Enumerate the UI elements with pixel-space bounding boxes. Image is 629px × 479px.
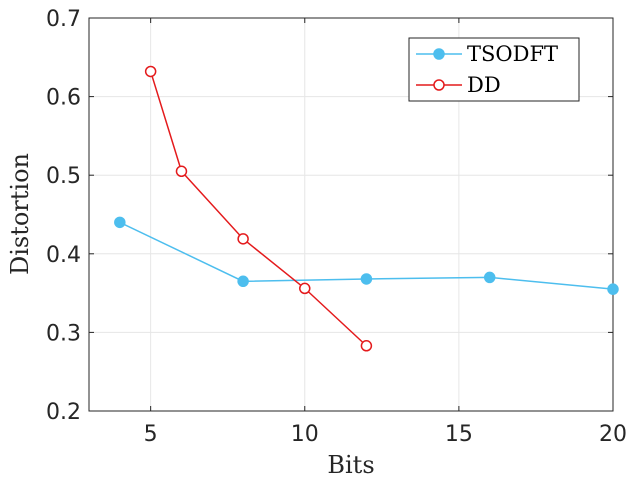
data-point-dd	[175, 165, 188, 178]
axes-box	[88, 17, 614, 412]
x-tick-label: 10	[291, 422, 319, 447]
series-layer	[114, 65, 619, 352]
data-point-tsodft	[483, 271, 496, 284]
data-point-tsodft	[237, 275, 249, 288]
data-point-dd	[360, 340, 373, 352]
legend-label-dd: DD	[467, 73, 501, 97]
legend-marker-tsodft	[433, 48, 445, 60]
legend: TSODFT DD	[408, 37, 580, 102]
x-tick-label: 20	[599, 422, 627, 447]
x-tick-label: 15	[445, 422, 473, 447]
y-tick-label: 0.3	[46, 321, 81, 346]
y-axis-label: Distortion	[6, 153, 34, 275]
y-tick-label: 0.4	[46, 243, 81, 268]
data-point-tsodft	[607, 283, 619, 295]
data-point-tsodft	[360, 273, 373, 285]
y-tick-label: 0.6	[46, 86, 81, 111]
legend-marker-dd	[433, 79, 445, 91]
y-tick-label: 0.2	[46, 400, 81, 425]
x-tick-label: 5	[144, 422, 158, 447]
x-axis-label: Bits	[327, 451, 374, 479]
data-point-dd	[144, 65, 157, 78]
axes	[88, 17, 614, 412]
y-tick-label: 0.5	[46, 164, 81, 189]
data-point-dd	[237, 233, 249, 245]
legend-label-tsodft: TSODFT	[467, 42, 558, 66]
data-point-tsodft	[114, 216, 126, 229]
tick-labels: 5 10 15 20 0.2 0.3 0.4 0.5 0.6 0.7	[46, 7, 627, 447]
data-point-dd	[299, 282, 311, 295]
y-tick-label: 0.7	[46, 7, 81, 32]
